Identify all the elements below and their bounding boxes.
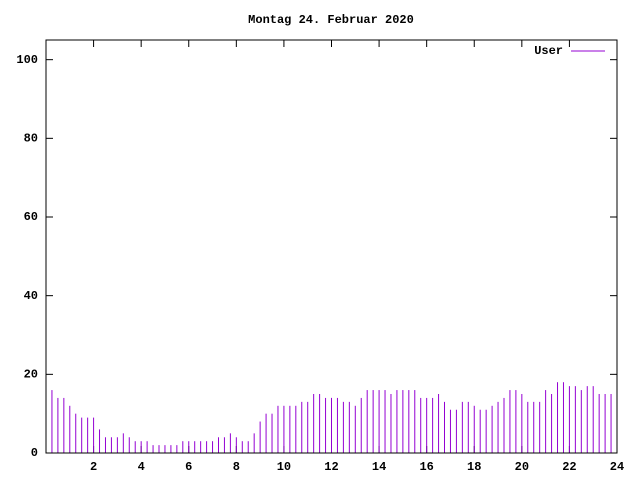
y-tick-label: 40 [24,289,38,303]
y-tick-label: 60 [24,210,38,224]
x-tick-label: 8 [233,460,240,474]
x-tick-label: 24 [610,460,624,474]
plot-border [45,39,618,454]
x-tick-label: 4 [138,460,145,474]
x-tick-label: 2 [90,460,97,474]
y-tick-label: 80 [24,132,38,146]
x-tick-label: 22 [562,460,576,474]
x-tick-label: 14 [372,460,386,474]
y-tick-label: 0 [31,446,38,460]
y-tick-label: 100 [16,53,38,67]
x-tick-label: 18 [467,460,481,474]
x-tick-label: 20 [515,460,529,474]
legend-label: User [534,44,563,58]
x-tick-label: 10 [277,460,291,474]
x-tick-label: 6 [185,460,192,474]
chart-title: Montag 24. Februar 2020 [248,13,414,27]
x-tick-label: 16 [419,460,433,474]
x-tick-label: 12 [324,460,338,474]
y-tick-label: 20 [24,368,38,382]
